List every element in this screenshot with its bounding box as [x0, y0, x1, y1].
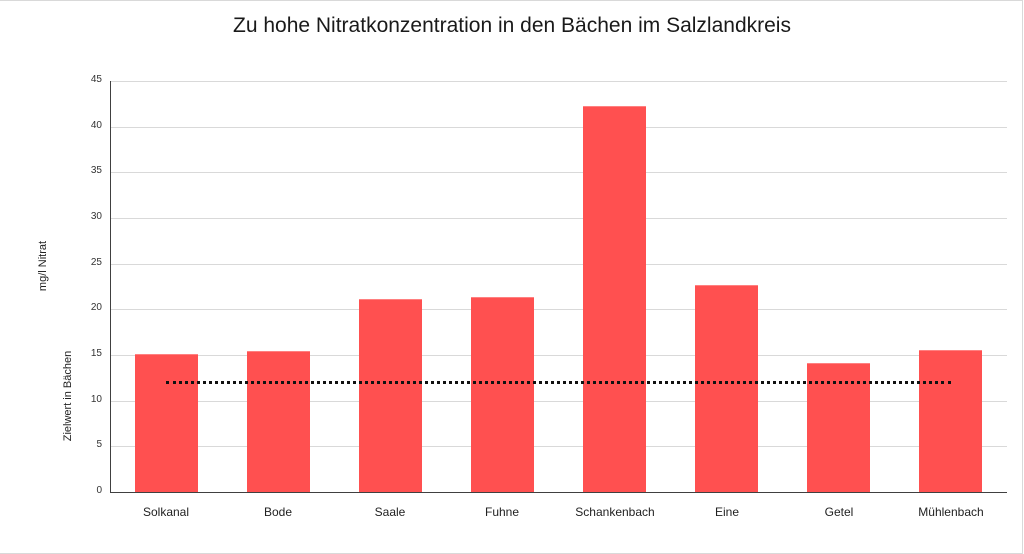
bar-getel	[807, 363, 870, 492]
y-tick-label: 15	[90, 348, 102, 359]
x-tick-label: Getel	[824, 505, 854, 519]
gridline	[110, 264, 1007, 265]
bar-solkanal	[135, 354, 198, 492]
bar-saale	[359, 299, 422, 492]
y-tick-label: 30	[90, 211, 102, 222]
y-tick-label: 40	[90, 120, 102, 131]
gridline	[110, 401, 1007, 402]
y-tick-label: 45	[90, 74, 102, 85]
x-tick-label: Schankenbach	[575, 505, 655, 519]
gridline	[110, 218, 1007, 219]
gridline	[110, 172, 1007, 173]
y-axis	[110, 81, 111, 493]
x-tick-label: Mühlenbach	[918, 505, 984, 519]
chart-title: Zu hohe Nitratkonzentration in den Bäche…	[233, 14, 791, 37]
gridline	[110, 309, 1007, 310]
bar-eine	[695, 285, 758, 492]
gridline	[110, 355, 1007, 356]
x-axis	[110, 492, 1007, 493]
x-tick-label: Saale	[374, 505, 406, 519]
y-tick-label: 35	[90, 165, 102, 176]
bar-bode	[247, 351, 310, 492]
y-tick-label: 25	[90, 257, 102, 268]
y-tick-label: 10	[90, 394, 102, 405]
x-tick-label: Fuhne	[484, 505, 520, 519]
gridline	[110, 446, 1007, 447]
x-tick-label: Solkanal	[142, 505, 190, 519]
y-axis-label: mg/l Nitrat	[37, 240, 49, 292]
bar-mühlenbach	[919, 350, 982, 492]
bar-fuhne	[471, 297, 534, 492]
x-tick-label: Bode	[263, 505, 293, 519]
y-tick-label: 5	[96, 439, 102, 450]
bar-schankenbach	[583, 106, 646, 492]
x-tick-label: Eine	[714, 505, 740, 519]
y-tick-label: 20	[90, 302, 102, 313]
gridline	[110, 81, 1007, 82]
target-line	[166, 381, 951, 384]
gridline	[110, 127, 1007, 128]
y-tick-label: 0	[96, 485, 102, 496]
